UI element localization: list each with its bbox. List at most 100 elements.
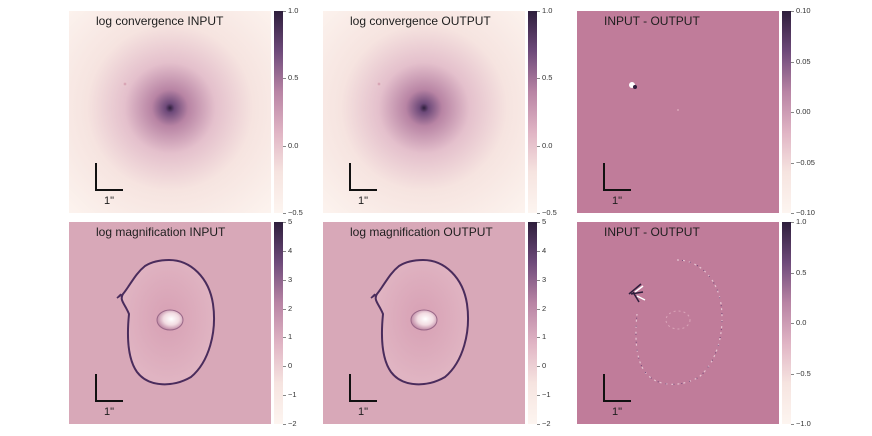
- convergence-map-output: [323, 11, 525, 213]
- scale-bar-label: 1": [358, 195, 369, 207]
- colorbar-tick-label: −1: [542, 390, 551, 399]
- colorbar-tick-label: −0.10: [796, 208, 815, 217]
- colorbar-tick-label: 0.5: [796, 268, 807, 277]
- colorbar-tick-label: −0.5: [542, 208, 557, 217]
- colorbar-tick-mark: [283, 78, 286, 79]
- panel-log-magnification-input: log magnification INPUT 1": [69, 222, 271, 424]
- colorbar-tick-label: −0.5: [288, 208, 303, 217]
- scale-bar-label: 1": [612, 195, 623, 207]
- colorbar-tick-label: −1.0: [796, 419, 811, 428]
- colorbar-magnification-output: [528, 222, 537, 424]
- colorbar-tick-label: 0.0: [288, 141, 299, 150]
- magnification-residual-map: [577, 222, 779, 424]
- scale-bar-label: 1": [104, 406, 115, 418]
- convergence-map-input: [69, 11, 271, 213]
- colorbar-convergence-output: [528, 11, 537, 213]
- colorbar-tick-mark: [791, 112, 794, 113]
- colorbar-tick-label: −2: [288, 419, 297, 428]
- panel-title: log convergence INPUT: [96, 14, 224, 28]
- colorbar-tick-mark: [537, 146, 540, 147]
- panel-magnification-residual: INPUT - OUTPUT 1": [577, 222, 779, 424]
- colorbar-tick-label: 3: [542, 275, 547, 284]
- residual-core-ring: [665, 310, 691, 330]
- colorbar-tick-mark: [283, 395, 286, 396]
- panel-log-magnification-output: log magnification OUTPUT 1": [323, 222, 525, 424]
- panel-log-convergence-input: log convergence INPUT 1": [69, 11, 271, 213]
- panel-title: INPUT - OUTPUT: [604, 225, 700, 239]
- colorbar-tick-mark: [537, 309, 540, 310]
- panel-title: log magnification OUTPUT: [350, 225, 493, 239]
- central-core: [156, 309, 184, 331]
- panel-title: INPUT - OUTPUT: [604, 14, 700, 28]
- critical-curve-cusp: [116, 293, 124, 299]
- colorbar-tick-mark: [537, 213, 540, 214]
- colorbar-tick-label: 0: [288, 361, 293, 370]
- colorbar-tick-label: 1: [542, 332, 547, 341]
- colorbar-tick-mark: [791, 213, 794, 214]
- colorbar-tick-mark: [537, 78, 540, 79]
- colorbar-convergence-input: [274, 11, 283, 213]
- scale-bar: [349, 374, 377, 402]
- colorbar-tick-label: 1: [288, 332, 293, 341]
- critical-curve-cusp: [370, 293, 378, 299]
- colorbar-tick-label: 0.10: [796, 6, 811, 15]
- colorbar-tick-label: 0.05: [796, 57, 811, 66]
- colorbar-tick-mark: [791, 273, 794, 274]
- panel-title: log convergence OUTPUT: [350, 14, 491, 28]
- colorbar-tick-label: 2: [288, 304, 293, 313]
- subhalo-blob: [122, 81, 128, 87]
- colorbar-tick-label: 2: [542, 304, 547, 313]
- scale-bar-label: 1": [104, 195, 115, 207]
- scale-bar-label: 1": [612, 406, 623, 418]
- scale-bar: [95, 374, 123, 402]
- residual-curve-light: [635, 259, 723, 385]
- colorbar-tick-label: 0.0: [542, 141, 553, 150]
- colorbar-tick-mark: [283, 366, 286, 367]
- residual-cusp-light: [634, 285, 646, 301]
- colorbar-tick-mark: [537, 424, 540, 425]
- scale-bar: [349, 163, 377, 191]
- colorbar-tick-label: 1.0: [796, 217, 807, 226]
- colorbar-tick-label: 3: [288, 275, 293, 284]
- colorbar-tick-mark: [791, 222, 794, 223]
- colorbar-tick-mark: [537, 280, 540, 281]
- colorbar-tick-mark: [791, 163, 794, 164]
- central-core: [410, 309, 438, 331]
- scale-bar: [95, 163, 123, 191]
- colorbar-tick-mark: [791, 323, 794, 324]
- colorbar-tick-label: 4: [288, 246, 293, 255]
- colorbar-tick-mark: [283, 337, 286, 338]
- magnification-map-output: [323, 222, 525, 424]
- residual-curve-dark: [635, 259, 723, 385]
- colorbar-tick-label: 0.5: [288, 73, 299, 82]
- colorbar-tick-label: −1: [288, 390, 297, 399]
- colorbar-tick-mark: [537, 11, 540, 12]
- residual-center-spot: [677, 109, 679, 111]
- convergence-residual-map: [577, 11, 779, 213]
- colorbar-tick-label: −0.05: [796, 158, 815, 167]
- colorbar-tick-mark: [283, 11, 286, 12]
- panel-title: log magnification INPUT: [96, 225, 226, 239]
- colorbar-tick-label: 1.0: [542, 6, 553, 15]
- colorbar-tick-mark: [283, 213, 286, 214]
- colorbar-convergence-residual: [782, 11, 791, 213]
- colorbar-magnification-input: [274, 222, 283, 424]
- colorbar-tick-label: 0: [542, 361, 547, 370]
- panel-convergence-residual: INPUT - OUTPUT 1": [577, 11, 779, 213]
- colorbar-tick-mark: [283, 146, 286, 147]
- colorbar-tick-mark: [537, 395, 540, 396]
- colorbar-tick-label: 4: [542, 246, 547, 255]
- colorbar-tick-mark: [283, 222, 286, 223]
- panel-log-convergence-output: log convergence OUTPUT 1": [323, 11, 525, 213]
- residual-negative-spot: [633, 85, 637, 89]
- scale-bar-label: 1": [358, 406, 369, 418]
- colorbar-tick-label: −2: [542, 419, 551, 428]
- colorbar-tick-mark: [537, 366, 540, 367]
- colorbar-tick-label: 5: [288, 217, 293, 226]
- colorbar-tick-label: −0.5: [796, 369, 811, 378]
- colorbar-tick-mark: [283, 424, 286, 425]
- colorbar-tick-mark: [537, 251, 540, 252]
- scale-bar: [603, 163, 631, 191]
- scale-bar: [603, 374, 631, 402]
- colorbar-magnification-residual: [782, 222, 791, 424]
